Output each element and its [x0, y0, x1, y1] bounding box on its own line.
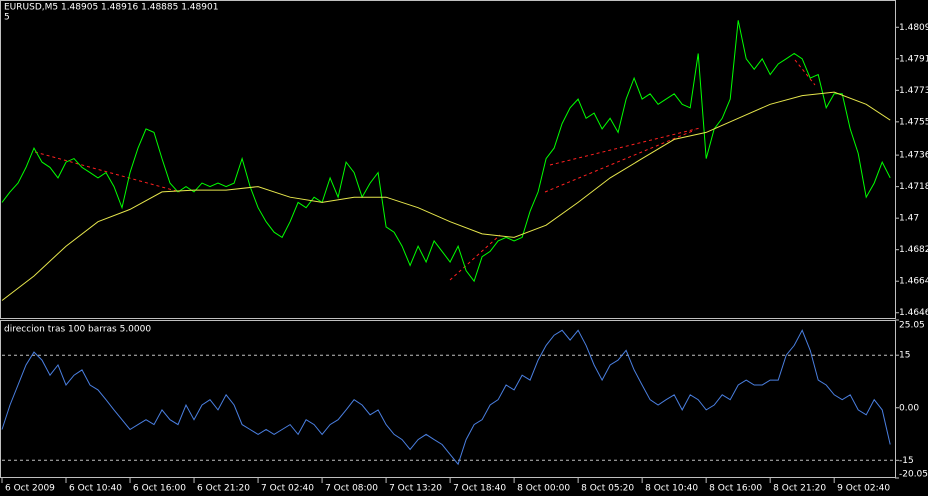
x-tick-label: 9 Oct 02:40 — [837, 484, 890, 494]
y-tick-label: 15 — [899, 351, 910, 361]
x-tick-label: 7 Oct 02:40 — [261, 484, 314, 494]
y-tick-label: 25.05 — [899, 321, 925, 331]
y-tick-label: 1.4736 — [899, 151, 928, 161]
y-tick-label: -20.05 — [899, 470, 928, 480]
x-tick-label: 8 Oct 10:40 — [645, 484, 698, 494]
x-tick-label: 6 Oct 2009 — [5, 484, 55, 494]
y-tick-label: -15 — [899, 456, 914, 466]
series-line — [1, 20, 891, 283]
trend-line — [549, 127, 701, 166]
trend-line — [794, 59, 816, 86]
y-tick-label: 1.4791 — [899, 54, 928, 64]
symbol-header: EURUSD,M5 1.48905 1.48916 1.48885 1.4890… — [4, 3, 218, 13]
y-tick-label: 1.4682 — [899, 245, 928, 255]
trend-lines — [34, 59, 816, 281]
x-tick-label: 6 Oct 10:40 — [69, 484, 122, 494]
series-line — [1, 329, 891, 466]
indicator-panel-frame — [0, 320, 896, 478]
y-tick-label: 1.47 — [899, 214, 919, 224]
x-tick-label: 7 Oct 08:00 — [325, 484, 378, 494]
trend-line — [34, 151, 181, 193]
header-subtitle: 5 — [4, 13, 10, 23]
x-tick-label: 6 Oct 21:20 — [197, 484, 250, 494]
x-tick-label: 6 Oct 16:00 — [133, 484, 186, 494]
indicator-title: direccion tras 100 barras 5.0000 — [4, 325, 151, 335]
trend-line — [449, 234, 501, 281]
y-tick-label: 0.00 — [899, 403, 919, 413]
x-tick-label: 7 Oct 18:40 — [453, 484, 506, 494]
y-tick-label: 1.4755 — [899, 117, 928, 127]
y-tick-label: 1.4646 — [899, 308, 928, 318]
y-tick-label: 1.4718 — [899, 182, 928, 192]
x-tick-label: 8 Oct 00:00 — [517, 484, 570, 494]
y-tick-label: 1.4809 — [899, 23, 928, 33]
y-tick-label: 1.4773 — [899, 86, 928, 96]
series-line — [1, 91, 891, 301]
main-panel-frame — [0, 0, 896, 319]
x-tick-label: 8 Oct 21:20 — [773, 484, 826, 494]
x-tick-label: 8 Oct 16:00 — [709, 484, 762, 494]
x-tick-label: 8 Oct 05:20 — [581, 484, 634, 494]
y-tick-label: 1.4664 — [899, 277, 928, 287]
x-tick-label: 7 Oct 13:20 — [389, 484, 442, 494]
